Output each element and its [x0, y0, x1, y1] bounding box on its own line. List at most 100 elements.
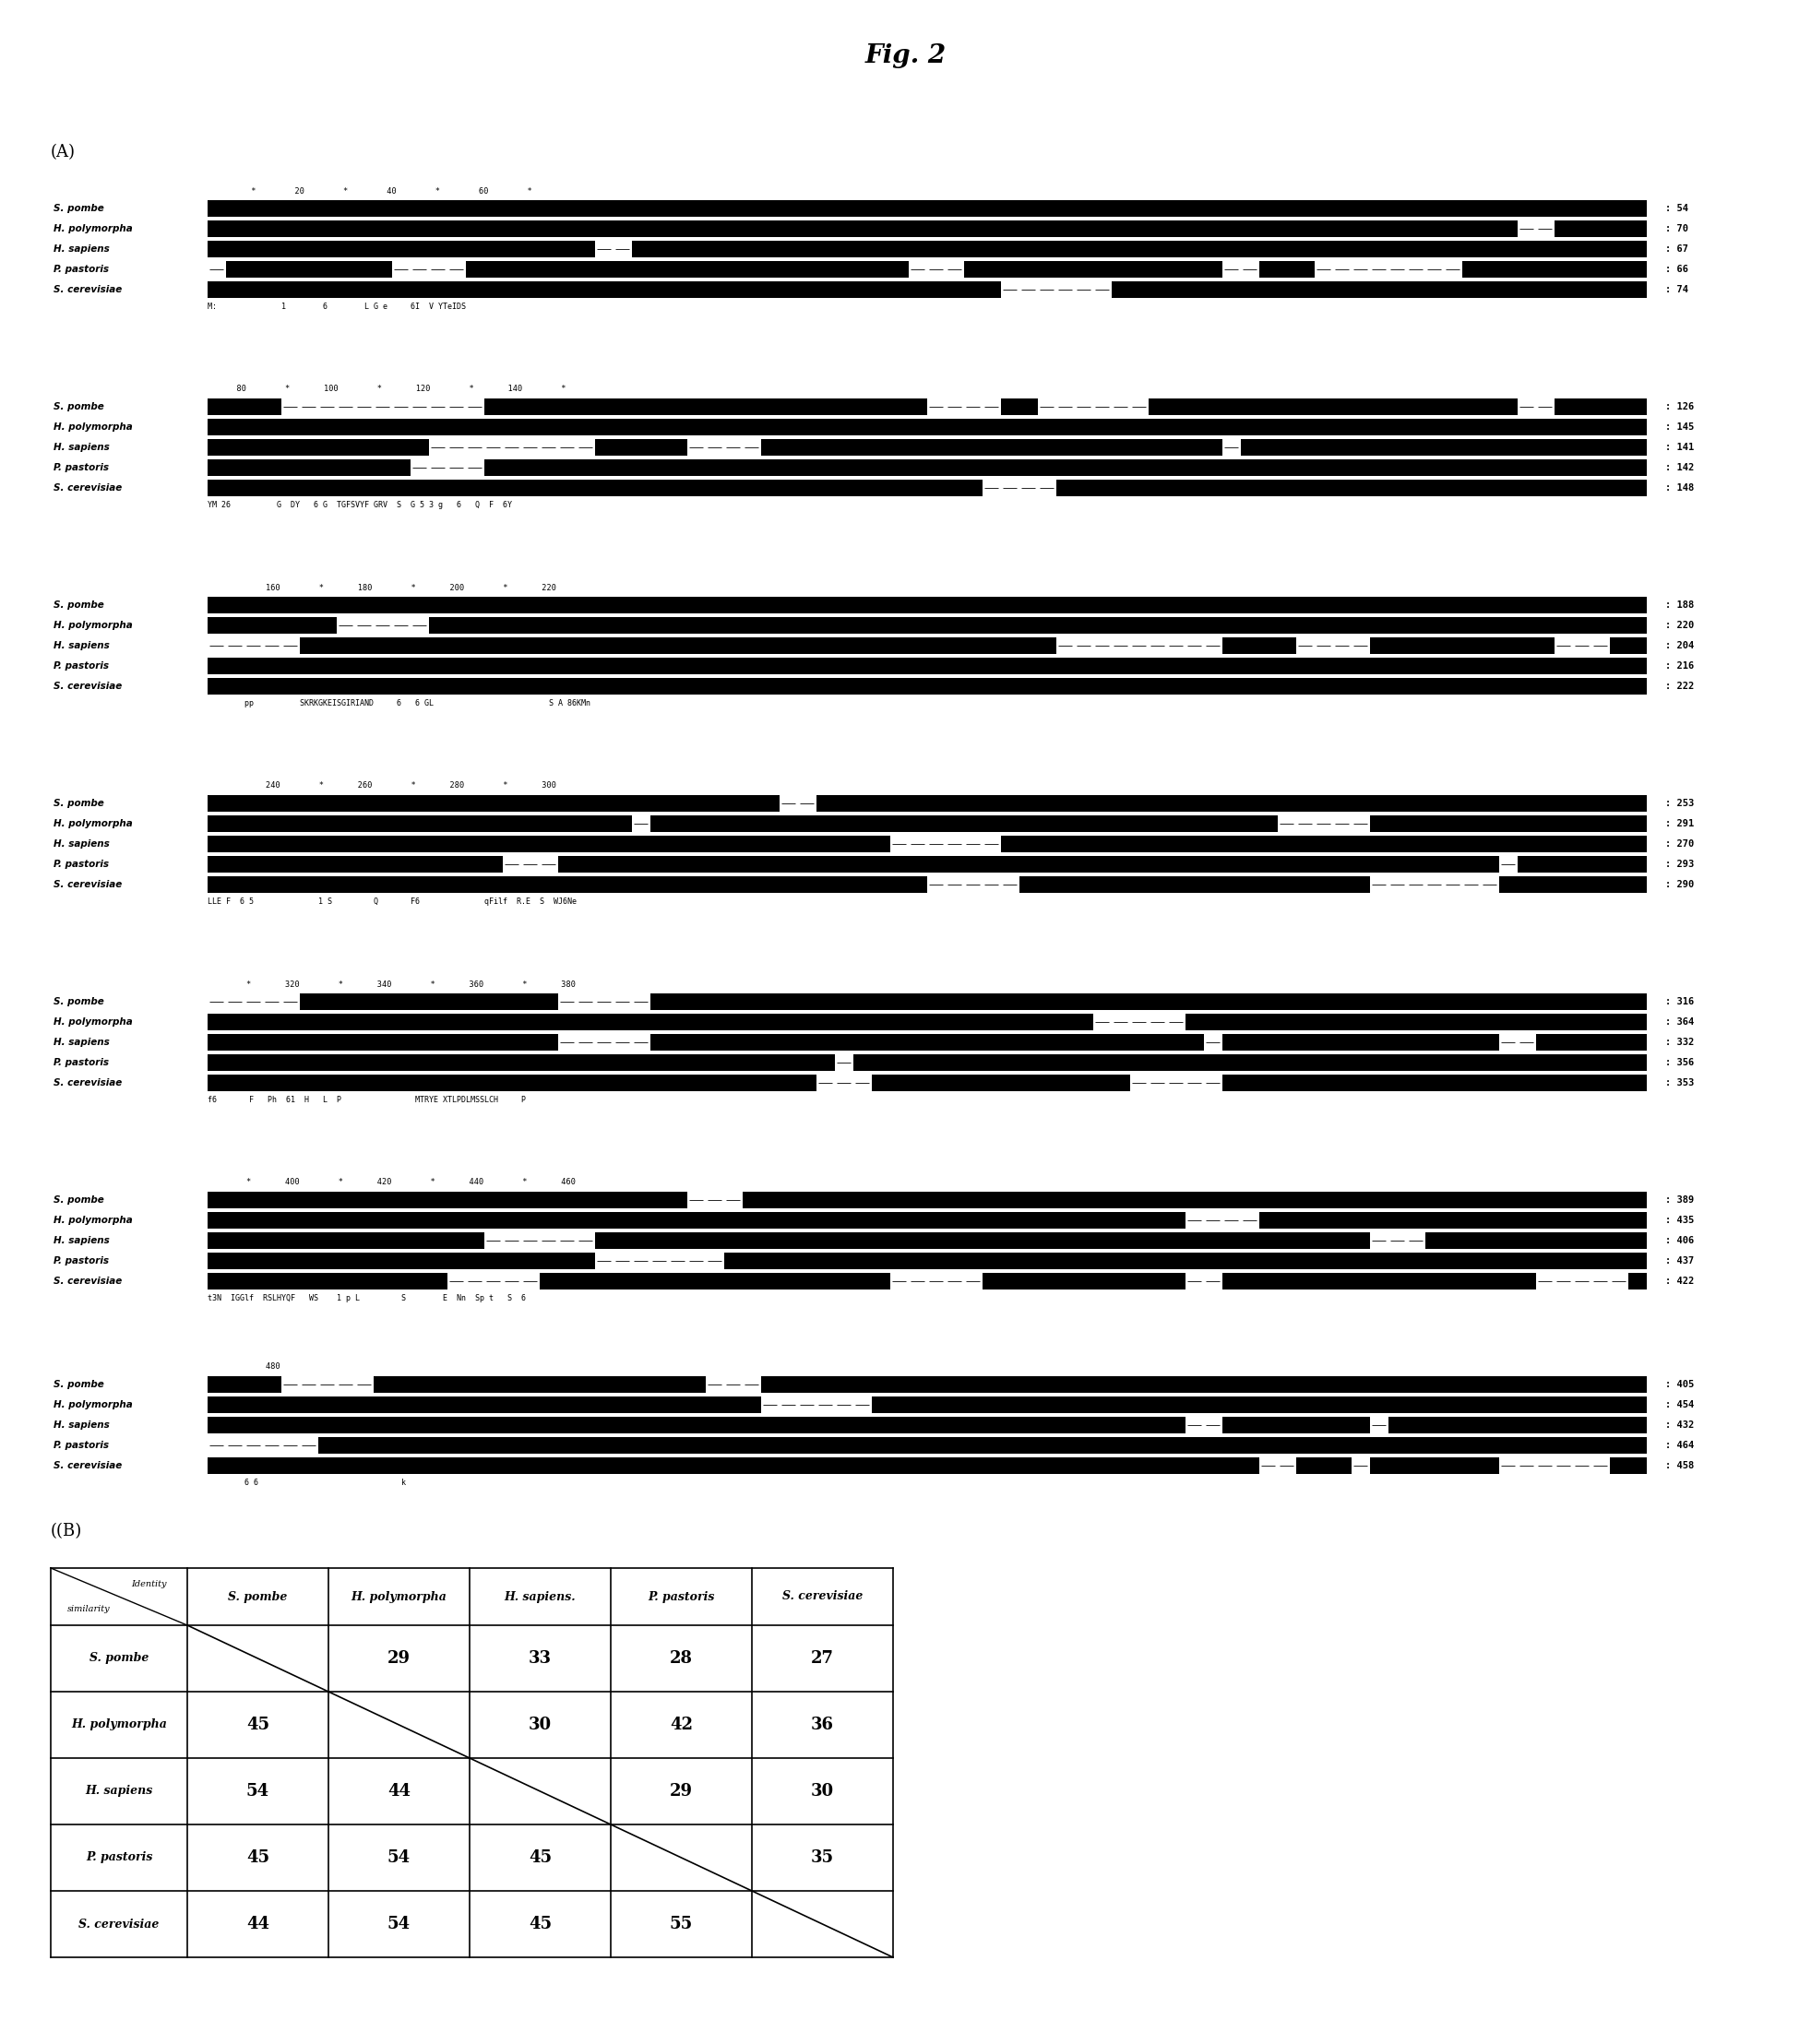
Text: P. pastoris: P. pastoris — [54, 1257, 109, 1265]
Bar — [319, 1437, 355, 1453]
Bar — [1148, 419, 1297, 435]
Bar — [743, 795, 779, 811]
Text: : 126: : 126 — [1666, 403, 1693, 411]
Bar — [1461, 993, 1628, 1010]
Bar — [1554, 439, 1646, 456]
Bar — [1241, 439, 1407, 456]
Text: Identity: Identity — [130, 1580, 167, 1588]
Bar — [1166, 221, 1204, 237]
Bar — [983, 1014, 1094, 1030]
Bar — [668, 1396, 761, 1412]
Bar — [835, 856, 1020, 873]
Bar — [208, 282, 301, 298]
Bar — [724, 1075, 817, 1091]
Bar — [208, 460, 411, 476]
Bar — [1369, 638, 1554, 654]
Bar — [1500, 460, 1592, 476]
Text: 28: 28 — [670, 1650, 694, 1666]
Bar — [208, 816, 429, 832]
Bar — [1259, 1212, 1407, 1228]
Bar — [1407, 1212, 1628, 1228]
Bar — [1315, 282, 1518, 298]
Bar — [1333, 856, 1500, 873]
Bar — [281, 1416, 465, 1433]
Bar — [632, 241, 761, 258]
Text: : 216: : 216 — [1666, 662, 1693, 670]
Text: : 332: : 332 — [1666, 1038, 1693, 1047]
Bar — [1001, 1075, 1130, 1091]
Bar — [1001, 816, 1204, 832]
Text: S. pombe: S. pombe — [54, 1196, 103, 1204]
Bar — [355, 993, 558, 1010]
Bar — [1315, 200, 1461, 217]
Text: : 67: : 67 — [1666, 245, 1688, 253]
Bar — [799, 1437, 853, 1453]
Bar — [337, 1075, 393, 1091]
Text: : 353: : 353 — [1666, 1079, 1693, 1087]
Bar — [853, 1212, 1056, 1228]
Text: P. pastoris: P. pastoris — [54, 266, 109, 274]
Bar — [668, 1055, 706, 1071]
Text: : 454: : 454 — [1666, 1400, 1693, 1410]
Bar — [1628, 795, 1646, 811]
Bar — [1297, 1457, 1351, 1474]
Text: 45: 45 — [529, 1850, 552, 1866]
Bar — [835, 638, 927, 654]
Bar — [208, 221, 319, 237]
Bar — [1369, 816, 1461, 832]
Bar — [1369, 597, 1518, 613]
Bar — [1222, 993, 1333, 1010]
Bar — [853, 1273, 891, 1290]
Bar — [1038, 1457, 1204, 1474]
Bar — [319, 658, 522, 675]
Bar — [1554, 1437, 1646, 1453]
Bar — [1056, 658, 1204, 675]
Text: 42: 42 — [670, 1717, 694, 1733]
Text: : 406: : 406 — [1666, 1237, 1693, 1245]
Bar — [1369, 1457, 1500, 1474]
Bar — [1443, 1253, 1592, 1269]
Bar — [1056, 439, 1148, 456]
Bar — [373, 1253, 411, 1269]
Bar — [465, 262, 540, 278]
Bar — [522, 658, 706, 675]
Text: S. pombe: S. pombe — [54, 1380, 103, 1390]
Bar — [301, 1396, 447, 1412]
Bar — [835, 597, 871, 613]
Bar — [724, 617, 761, 634]
Text: : 290: : 290 — [1666, 881, 1693, 889]
Bar — [1425, 1233, 1628, 1249]
Bar — [817, 262, 871, 278]
Bar — [596, 836, 688, 852]
Bar — [1592, 460, 1646, 476]
Bar — [411, 1253, 465, 1269]
Bar — [1461, 262, 1610, 278]
Bar — [1094, 1437, 1204, 1453]
Bar — [208, 439, 429, 456]
Text: 45: 45 — [246, 1850, 270, 1866]
Text: : 291: : 291 — [1666, 820, 1693, 828]
Bar — [208, 1192, 373, 1208]
Text: P. pastoris: P. pastoris — [85, 1852, 152, 1864]
Bar — [355, 1437, 465, 1453]
Text: S. cerevisiae: S. cerevisiae — [54, 1461, 121, 1470]
Bar — [927, 1437, 1094, 1453]
Bar — [1056, 1212, 1186, 1228]
Bar — [1500, 1192, 1574, 1208]
Bar — [799, 836, 835, 852]
Text: 44: 44 — [246, 1915, 270, 1932]
Bar — [1204, 221, 1259, 237]
Bar — [1148, 597, 1241, 613]
Bar — [1259, 795, 1443, 811]
Bar — [1020, 1376, 1074, 1392]
Bar — [963, 262, 1186, 278]
Bar — [393, 480, 503, 497]
Bar — [301, 993, 355, 1010]
Text: M:              1        6        L G e     6I  V YTeIDS: M: 1 6 L G e 6I V YTeIDS — [208, 303, 465, 311]
Bar — [614, 460, 650, 476]
Bar — [963, 241, 1001, 258]
Bar — [208, 1233, 301, 1249]
Bar — [1112, 282, 1279, 298]
Bar — [668, 877, 761, 893]
Bar — [1259, 200, 1315, 217]
